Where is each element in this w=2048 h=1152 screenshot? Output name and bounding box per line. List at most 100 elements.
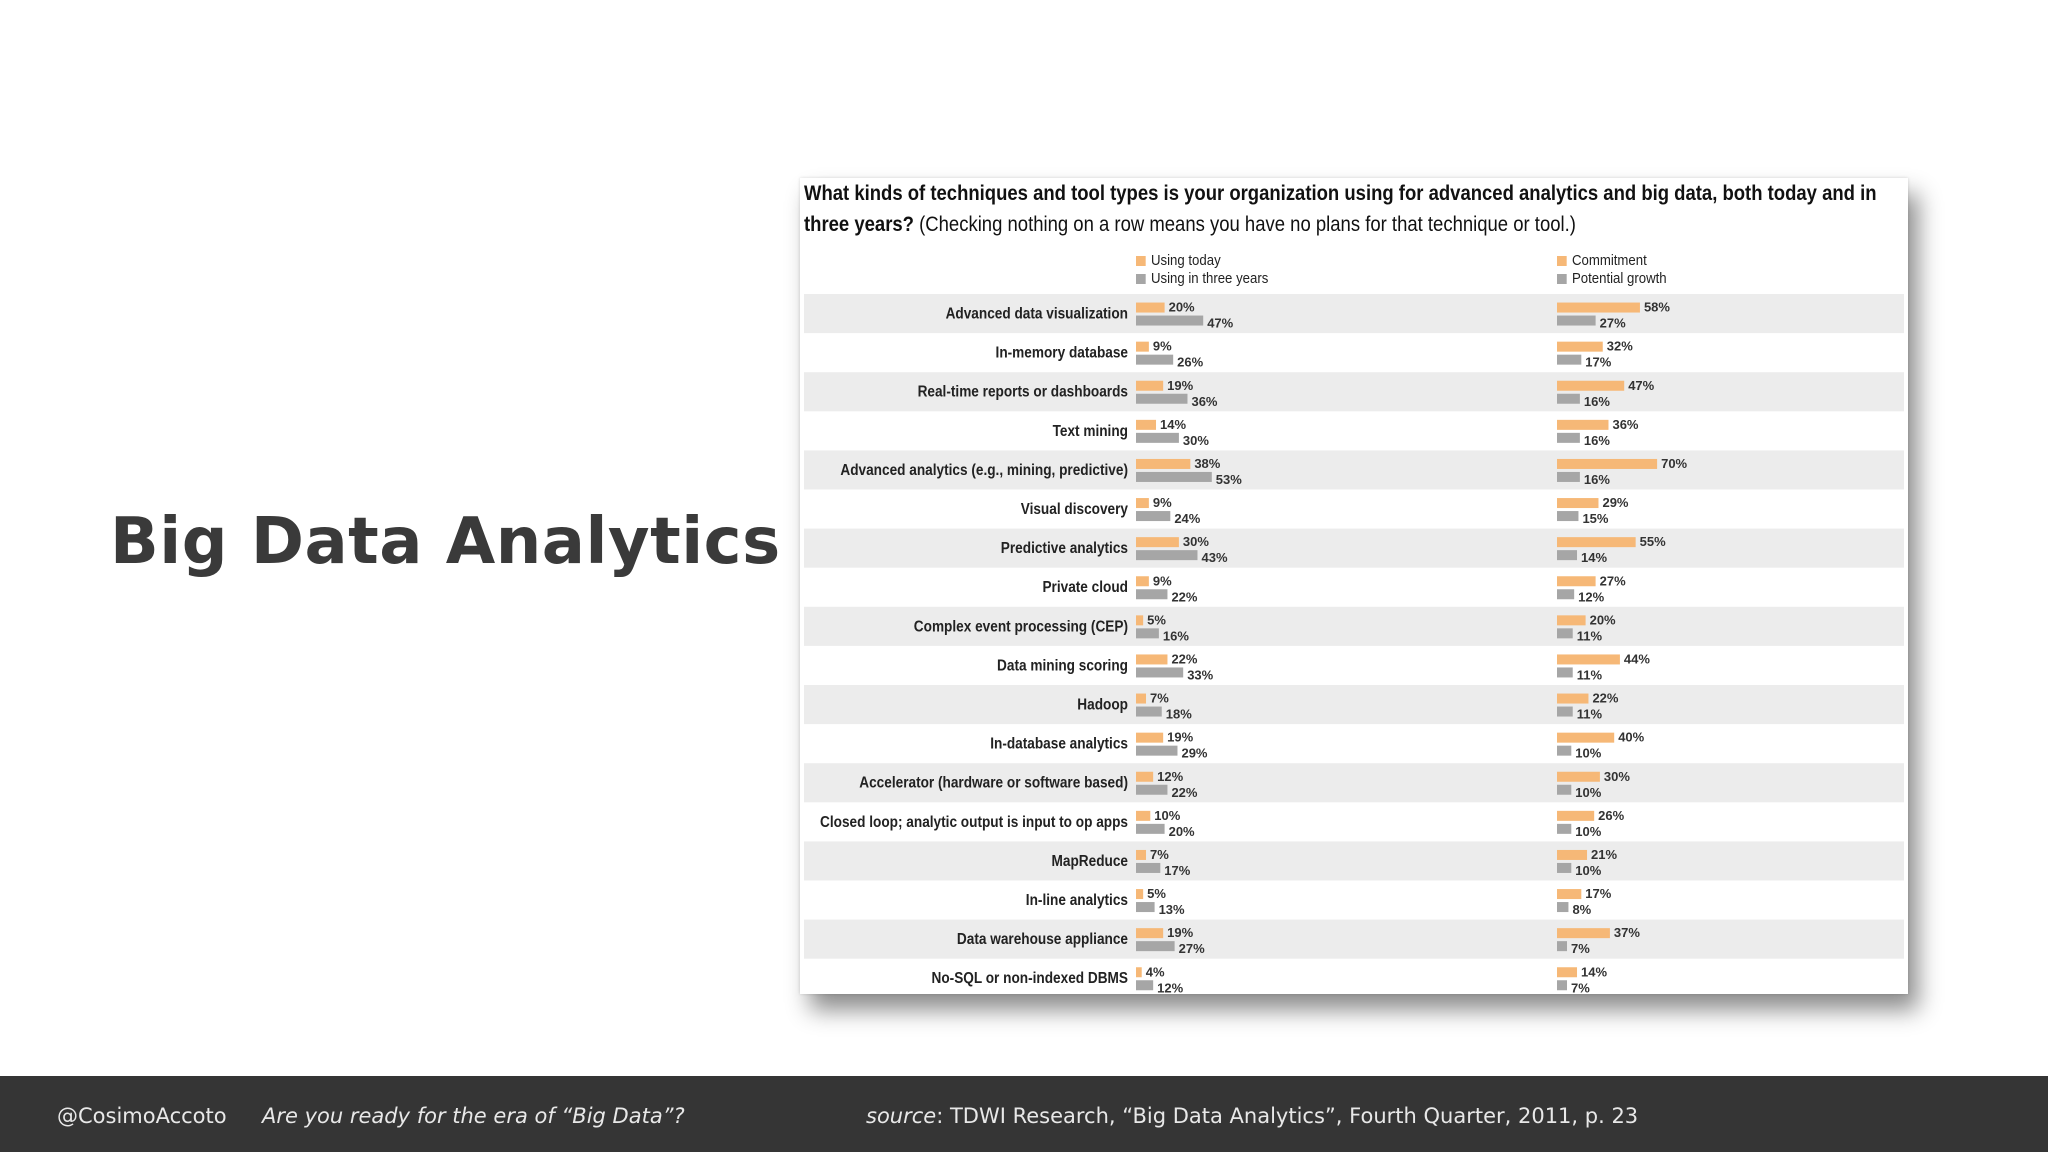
legend-label: Using in three years (1150, 270, 1269, 287)
bar-growth (1557, 589, 1575, 600)
bar-commitment (1557, 732, 1615, 743)
bar-growth (1557, 706, 1573, 717)
bar-today (1136, 810, 1151, 821)
bar-today (1136, 849, 1147, 860)
data-label-three-years: 53% (1216, 472, 1242, 487)
bar-three-years (1136, 823, 1165, 834)
data-label-growth: 11% (1577, 707, 1603, 722)
data-label-commitment: 47% (1628, 378, 1654, 393)
footer-bar: @CosimoAccoto Are you ready for the era … (0, 1076, 2048, 1152)
footer-talk-title: Are you ready for the era of “Big Data”? (262, 1104, 685, 1128)
data-label-three-years: 30% (1183, 433, 1209, 448)
data-label-commitment: 29% (1602, 495, 1628, 510)
bar-commitment (1557, 458, 1658, 469)
row-stripe (804, 606, 1904, 646)
bar-three-years (1136, 980, 1154, 991)
category-label: Advanced analytics (e.g., mining, predic… (840, 462, 1128, 479)
data-label-three-years: 43% (1201, 550, 1227, 565)
row-stripe (804, 528, 1904, 568)
data-label-three-years: 13% (1159, 902, 1185, 917)
legend-label: Using today (1150, 252, 1221, 269)
bar-growth (1557, 823, 1572, 834)
bar-commitment (1557, 771, 1600, 782)
bar-today (1136, 537, 1179, 548)
legend-item-using-in-three-years: Using in three years (1136, 270, 1268, 288)
bar-three-years (1136, 432, 1179, 443)
bar-three-years (1136, 628, 1159, 639)
bar-growth (1557, 432, 1580, 443)
bar-three-years (1136, 511, 1171, 522)
survey-chart-card: Advanced data visualization 20% 47% 58% 27% I… (800, 178, 1908, 994)
legend-label: Potential growth (1571, 270, 1667, 287)
data-label-commitment: 27% (1600, 573, 1626, 588)
chart-question-bold: What kinds of techniques and tool types … (804, 181, 1877, 236)
bar-commitment (1557, 967, 1578, 978)
bar-three-years (1136, 941, 1175, 952)
data-label-growth: 8% (1572, 902, 1591, 917)
legend-swatch-orange (1136, 256, 1146, 266)
bar-three-years (1136, 902, 1155, 913)
data-label-today: 19% (1167, 378, 1193, 393)
data-label-growth: 10% (1575, 863, 1601, 878)
data-label-today: 9% (1153, 495, 1172, 510)
bar-today (1136, 967, 1142, 978)
category-label: Advanced data visualization (946, 306, 1128, 323)
legend-right: Commitment Potential growth (1557, 252, 1667, 288)
data-label-three-years: 26% (1177, 355, 1203, 370)
bar-today (1136, 732, 1164, 743)
bar-three-years (1136, 550, 1198, 561)
category-label: Complex event processing (CEP) (914, 619, 1128, 636)
chart-question: What kinds of techniques and tool types … (804, 178, 1905, 240)
row-stripe (804, 919, 1904, 959)
data-label-three-years: 33% (1187, 667, 1213, 682)
data-label-three-years: 36% (1191, 394, 1217, 409)
data-label-today: 9% (1153, 339, 1172, 354)
bar-three-years (1136, 862, 1161, 873)
data-label-commitment: 17% (1585, 886, 1611, 901)
data-label-three-years: 16% (1163, 628, 1189, 643)
category-label: MapReduce (1052, 853, 1128, 870)
category-label: Real-time reports or dashboards (918, 384, 1128, 401)
category-label: In-database analytics (990, 736, 1128, 753)
bar-three-years (1136, 589, 1168, 600)
category-label: Predictive analytics (1001, 540, 1128, 557)
bar-today (1136, 928, 1164, 939)
bar-growth (1557, 393, 1580, 404)
data-label-commitment: 26% (1598, 808, 1624, 823)
bar-three-years (1136, 706, 1162, 717)
data-label-commitment: 32% (1607, 339, 1633, 354)
data-label-commitment: 58% (1644, 300, 1670, 315)
data-label-commitment: 30% (1604, 769, 1630, 784)
data-label-three-years: 20% (1169, 824, 1195, 839)
data-label-today: 10% (1154, 808, 1180, 823)
legend-swatch-gray (1557, 274, 1567, 284)
row-stripe (804, 763, 1904, 803)
category-label: Text mining (1053, 423, 1128, 440)
data-label-three-years: 29% (1181, 746, 1207, 761)
footer-source-text: : TDWI Research, “Big Data Analytics”, F… (936, 1104, 1639, 1128)
footer-source-label: source (866, 1104, 937, 1128)
legend-swatch-orange (1557, 256, 1567, 266)
data-label-commitment: 36% (1612, 417, 1638, 432)
data-label-three-years: 22% (1171, 589, 1197, 604)
bar-chart: Advanced data visualization 20% 47% 58% 27% I… (804, 294, 1904, 994)
legend-label: Commitment (1571, 252, 1647, 269)
bar-commitment (1557, 380, 1625, 391)
data-label-growth: 16% (1584, 433, 1610, 448)
bar-three-years (1136, 784, 1168, 795)
data-label-growth: 15% (1582, 511, 1608, 526)
bar-today (1136, 576, 1149, 587)
data-label-today: 7% (1150, 847, 1169, 862)
footer-source: source: TDWI Research, “Big Data Analyti… (866, 1104, 1638, 1128)
data-label-commitment: 22% (1592, 691, 1618, 706)
data-label-three-years: 24% (1174, 511, 1200, 526)
bar-growth (1557, 667, 1573, 678)
data-label-today: 38% (1194, 456, 1220, 471)
bar-commitment (1557, 498, 1599, 509)
category-label: In-memory database (996, 345, 1128, 362)
bar-today (1136, 302, 1165, 313)
bar-today (1136, 771, 1154, 782)
category-label: Visual discovery (1021, 501, 1129, 518)
data-label-growth: 11% (1577, 667, 1603, 682)
legend-item-potential-growth: Potential growth (1557, 270, 1667, 288)
